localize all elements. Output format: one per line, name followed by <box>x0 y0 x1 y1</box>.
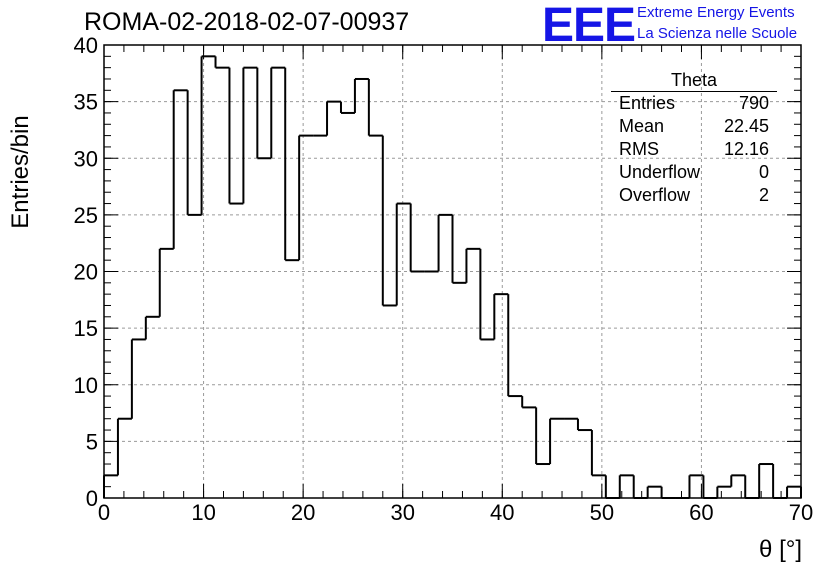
logo-subtitle-line1: Extreme Energy Events <box>637 4 795 21</box>
x-tick-label: 20 <box>291 500 315 525</box>
histogram-bin <box>242 66 258 204</box>
histogram-bin <box>437 213 453 272</box>
stats-label: Mean <box>619 116 665 136</box>
histogram-bin <box>632 475 648 499</box>
histogram-bin <box>535 407 551 466</box>
histogram-bin <box>702 475 718 499</box>
stats-row-rms: RMS 12.16 <box>611 138 777 161</box>
histogram-bin <box>186 90 202 216</box>
y-tick-label: 15 <box>74 316 98 341</box>
x-tick-label: 50 <box>590 500 614 525</box>
histogram-bin <box>353 77 369 113</box>
histogram-bin <box>590 430 606 477</box>
logo-subtitle-line2: La Scienza nelle Scuole <box>637 25 798 42</box>
y-tick-label: 20 <box>74 260 98 285</box>
histogram-bin <box>521 396 537 409</box>
y-tick-label: 25 <box>74 203 98 228</box>
y-tick-label: 35 <box>74 90 98 115</box>
y-axis-label: Entries/bin <box>7 115 34 229</box>
histogram-bin <box>130 338 146 419</box>
x-axis-label: θ [°] <box>759 536 802 563</box>
histogram-bin <box>144 315 160 340</box>
stats-box: Theta Entries 790 Mean 22.45 RMS 12.16 U… <box>611 70 777 207</box>
stats-label: RMS <box>619 139 659 159</box>
histogram-bin <box>507 294 523 398</box>
stats-value: 0 <box>758 162 769 182</box>
histogram-bin <box>493 293 509 340</box>
stats-value: 22.45 <box>723 116 769 136</box>
histogram-bin <box>786 485 801 498</box>
stats-value: 790 <box>738 93 769 113</box>
y-tick-label: 5 <box>86 429 98 454</box>
y-axis-label-container: Entries/bin <box>4 112 38 232</box>
histogram-bin <box>214 56 230 69</box>
histogram-bin <box>451 214 467 284</box>
histogram-bin <box>576 418 592 432</box>
histogram-bin <box>758 463 774 498</box>
histogram-bin <box>270 66 286 159</box>
histogram-bin <box>688 474 704 498</box>
stats-label: Entries <box>619 93 676 113</box>
histogram-bin <box>646 485 662 498</box>
histogram-bin <box>772 464 788 499</box>
histogram-bin <box>604 475 620 499</box>
histogram-bin <box>716 485 732 498</box>
histogram-bin <box>730 474 746 487</box>
stats-label: Underflow <box>619 162 701 182</box>
stats-label: Overflow <box>619 185 691 205</box>
x-tick-label: 60 <box>689 500 713 525</box>
x-tick-label: 10 <box>191 500 215 525</box>
chart-title: ROMA-02-2018-02-07-00937 <box>84 8 410 36</box>
y-tick-label: 0 <box>86 486 98 511</box>
histogram-bin <box>339 101 355 114</box>
histogram-bin <box>367 78 383 137</box>
histogram-bin <box>256 67 272 160</box>
histogram-bin <box>618 474 634 498</box>
stats-value: 12.16 <box>723 139 769 159</box>
y-tick-label: 10 <box>74 373 98 398</box>
stats-row-overflow: Overflow 2 <box>611 184 777 207</box>
histogram-bin <box>228 67 244 205</box>
histogram-bin <box>479 248 495 341</box>
histogram-bin <box>116 417 132 476</box>
histogram-bin <box>381 135 397 307</box>
histogram-bin <box>465 247 481 283</box>
stats-row-entries: Entries 790 <box>611 92 777 115</box>
histogram-bin <box>395 202 411 306</box>
histogram-bin <box>172 89 188 249</box>
stats-value: 2 <box>758 185 769 205</box>
histogram-bin <box>284 67 300 262</box>
axis-ticks <box>103 44 802 499</box>
stats-row-mean: Mean 22.45 <box>611 115 777 138</box>
histogram-bin <box>660 486 676 499</box>
x-tick-label: 70 <box>789 500 813 525</box>
histogram-bin <box>326 100 341 136</box>
stats-row-underflow: Underflow 0 <box>611 161 777 184</box>
x-tick-label: 30 <box>390 500 414 525</box>
histogram-bin <box>158 247 174 317</box>
x-tick-label: 0 <box>98 500 110 525</box>
eee-logo: EEE <box>542 0 636 52</box>
stats-title: Theta <box>611 70 777 92</box>
y-tick-label: 40 <box>74 33 98 58</box>
x-tick-label: 40 <box>490 500 514 525</box>
histogram-bin <box>298 134 314 261</box>
histogram-bin <box>549 417 565 465</box>
y-tick-label: 30 <box>74 146 98 171</box>
histogram-bin <box>409 203 425 273</box>
histogram-bin <box>744 475 760 499</box>
